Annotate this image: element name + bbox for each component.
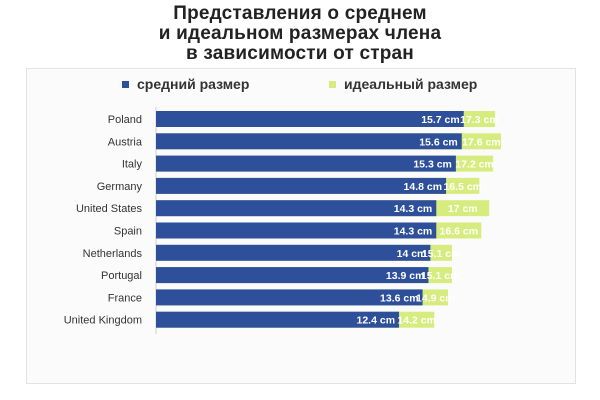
data-label-average: 13.9 cm (386, 270, 425, 282)
data-label-ideal: 15.1 cm (421, 270, 460, 282)
category-label: Austria (108, 136, 143, 148)
title-line-2: и идеальном размерах члена (158, 23, 442, 44)
category-label: United Kingdom (64, 315, 142, 327)
data-label-average: 15.7 cm (421, 114, 460, 126)
data-label-average: 14.8 cm (404, 181, 443, 193)
bar-average (156, 133, 462, 150)
bar-average (156, 311, 400, 328)
title-line-1: Представления о среднем (173, 3, 427, 24)
bar-average (156, 222, 437, 239)
bar-average (156, 155, 456, 172)
data-label-average: 13.6 cm (380, 292, 419, 304)
category-label: Poland (108, 114, 142, 126)
category-label: France (108, 292, 142, 304)
data-label-average: 14.3 cm (394, 203, 433, 215)
bar-average (156, 267, 429, 284)
data-label-ideal: 16.6 cm (440, 226, 479, 238)
data-label-ideal: 14.9 cm (416, 292, 455, 304)
bar-average (156, 177, 447, 194)
data-label-ideal: 17.3 cm (460, 114, 499, 126)
data-label-average: 15.6 cm (419, 136, 458, 148)
data-label-average: 14.3 cm (394, 226, 433, 238)
legend-swatch-ideal (329, 80, 336, 88)
category-label: Portugal (101, 270, 142, 282)
category-label: Italy (122, 159, 143, 171)
legend-item-average: средний размер (122, 76, 249, 92)
data-label-ideal: 17.2 cm (455, 159, 494, 171)
legend-label-average: средний размер (137, 76, 250, 92)
category-label: Germany (97, 181, 143, 193)
bar-average (156, 111, 464, 127)
category-label: United States (76, 203, 143, 215)
bar-average (156, 200, 437, 217)
data-label-ideal: 17 cm (448, 203, 478, 215)
category-label: Netherlands (83, 248, 143, 260)
data-label-average: 14 cm (397, 248, 427, 260)
bar-average (156, 289, 423, 306)
data-label-average: 12.4 cm (357, 315, 396, 327)
chart-legend: средний размер идеальный размер (0, 76, 600, 96)
data-label-ideal: 17.6 cm (462, 136, 501, 148)
data-label-ideal: 15.1 cm (422, 248, 461, 260)
legend-item-ideal: идеальный размер (329, 76, 477, 92)
data-label-ideal: 16.5 cm (443, 181, 482, 193)
title-line-3: в зависимости от стран (186, 43, 414, 64)
data-label-ideal: 14.2 cm (397, 315, 436, 327)
bar-average (156, 244, 431, 261)
legend-label-ideal: идеальный размер (344, 76, 478, 92)
data-label-average: 15.3 cm (413, 159, 452, 171)
category-label: Spain (114, 226, 142, 238)
legend-swatch-average (122, 80, 129, 88)
chart-title: Представления о среднем и идеальном разм… (0, 4, 600, 64)
